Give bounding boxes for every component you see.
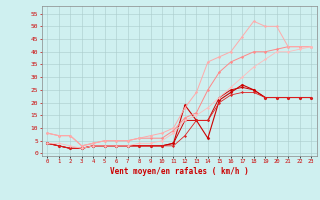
X-axis label: Vent moyen/en rafales ( km/h ): Vent moyen/en rafales ( km/h ): [110, 167, 249, 176]
